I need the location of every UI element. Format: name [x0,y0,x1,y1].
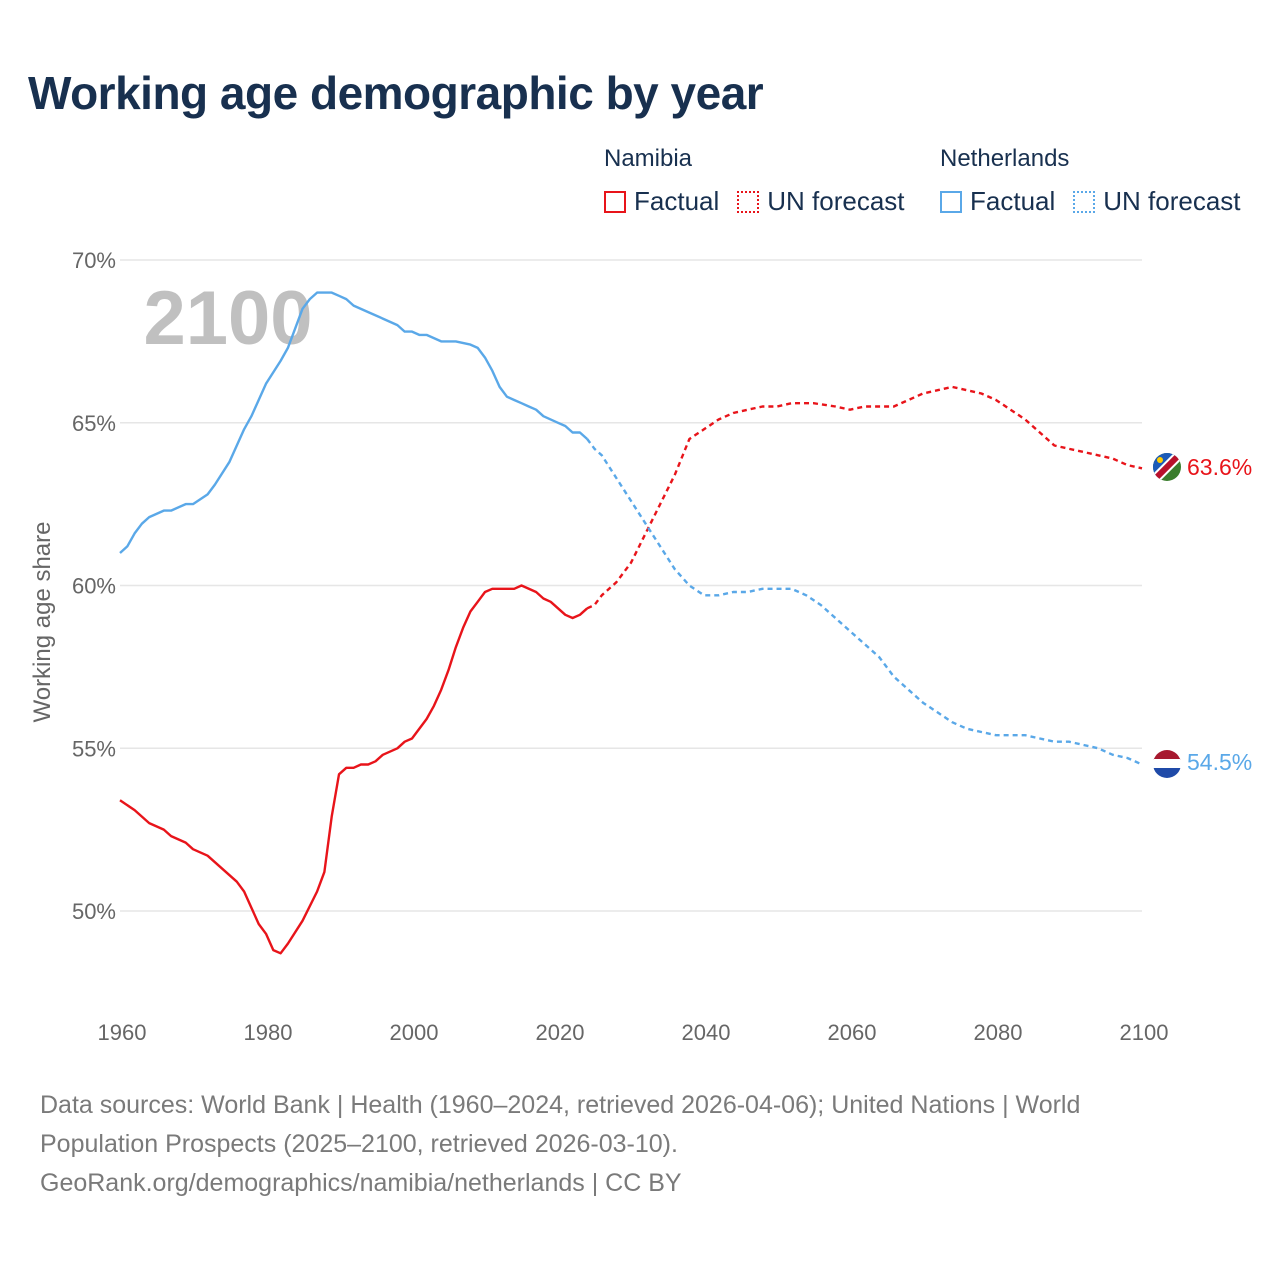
netherlands-factual-line [119,291,588,554]
legend-netherlands-forecast[interactable]: UN forecast [1073,186,1241,217]
legend-item-label: UN forecast [1103,186,1241,216]
factual-swatch-icon [940,190,962,213]
y-tick-label: 70% [72,248,116,273]
legend-netherlands: Netherlands Factual UN forecast [940,144,1259,217]
namibia-forecast-line [586,385,1143,610]
x-tick-label: 2040 [682,1020,731,1045]
legend-namibia-factual[interactable]: Factual [604,186,719,217]
legend-item-label: Factual [634,186,720,216]
legend-item-label: Factual [970,186,1056,216]
sources-line: Data sources: World Bank | Health (1960–… [40,1091,1081,1119]
y-axis: 50% 55% 60% 65% 70% [72,248,116,924]
x-tick-label: 2000 [390,1020,439,1045]
x-tick-label: 2080 [974,1020,1023,1045]
namibia-factual-line [119,584,588,955]
forecast-swatch-icon [1073,190,1096,213]
series-lines [119,291,1143,955]
forecast-swatch-icon [737,190,760,213]
legend-namibia-forecast[interactable]: UN forecast [737,186,905,217]
x-tick-label: 1980 [244,1020,293,1045]
y-tick-label: 50% [72,899,116,924]
data-sources: Data sources: World Bank | Health (1960–… [40,1086,1220,1203]
netherlands-flag-icon [1153,750,1181,778]
legend-namibia: Namibia Factual UN forecast [604,144,923,217]
legend-item-label: UN forecast [767,186,905,216]
netherlands-forecast-line [586,438,1143,766]
legend-netherlands-factual[interactable]: Factual [940,186,1055,217]
factual-swatch-icon [604,190,626,213]
legend-country-label: Netherlands [940,145,1070,172]
page-title: Working age demographic by year [28,67,764,119]
y-tick-label: 55% [72,736,116,761]
x-tick-label: 2020 [536,1020,585,1045]
y-tick-label: 60% [72,574,116,599]
sources-line: Population Prospects (2025–2100, retriev… [40,1130,678,1158]
x-tick-label: 1960 [98,1020,147,1045]
y-tick-label: 65% [72,411,116,436]
legend-country-label: Namibia [604,145,693,172]
x-axis: 1960 1980 2000 2020 2040 2060 2080 2100 [98,1020,1169,1045]
year-watermark: 2100 [143,276,312,361]
namibia-flag-icon [1153,453,1181,481]
gridlines [120,259,1142,912]
namibia-end-label: 63.6% [1187,454,1252,480]
x-tick-label: 2100 [1120,1020,1169,1045]
x-tick-label: 2060 [828,1020,877,1045]
netherlands-end-label: 54.5% [1187,749,1252,775]
sources-link[interactable]: GeoRank.org/demographics/namibia/netherl… [40,1169,682,1197]
y-axis-label: Working age share [29,522,56,723]
